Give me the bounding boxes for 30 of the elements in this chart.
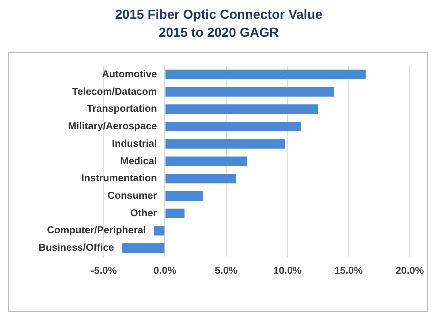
bar (166, 122, 302, 132)
y-tick-label: Transportation (87, 104, 158, 116)
bar (166, 87, 334, 97)
bar (166, 156, 248, 166)
bar (166, 139, 286, 149)
bar (166, 70, 366, 80)
bar (166, 104, 318, 114)
x-tick-label: -5.0% (90, 266, 118, 277)
y-tick-label: Automotive (102, 69, 158, 80)
bar (122, 244, 165, 254)
bar (154, 226, 165, 236)
y-tick-label: Consumer (108, 190, 158, 202)
chart-title: 2015 Fiber Optic Connector Value (114, 6, 324, 24)
chart-subtitle: 2015 to 2020 GAGR (158, 24, 280, 42)
y-tick-label: Other (130, 208, 158, 220)
x-tick-label: 5.0% (215, 266, 238, 277)
bar (166, 174, 236, 184)
y-tick-label: Medical (120, 156, 158, 168)
bar (166, 208, 185, 218)
x-tick-label: 10.0% (273, 266, 302, 277)
y-tick-label: Business/Office (38, 243, 115, 254)
y-tick-label: Military/Aerospace (68, 122, 158, 133)
x-tick-label: 15.0% (334, 266, 364, 277)
bar (166, 191, 204, 202)
y-tick-label: Industrial (112, 138, 158, 150)
y-tick-label: Computer/Peripheral (47, 226, 146, 237)
x-tick-label: 20.0% (396, 266, 424, 277)
x-tick-label: 0.0% (154, 266, 177, 277)
y-tick-label: Telecom/Datacom (72, 86, 158, 98)
y-tick-label: Instrumentation (82, 174, 158, 185)
